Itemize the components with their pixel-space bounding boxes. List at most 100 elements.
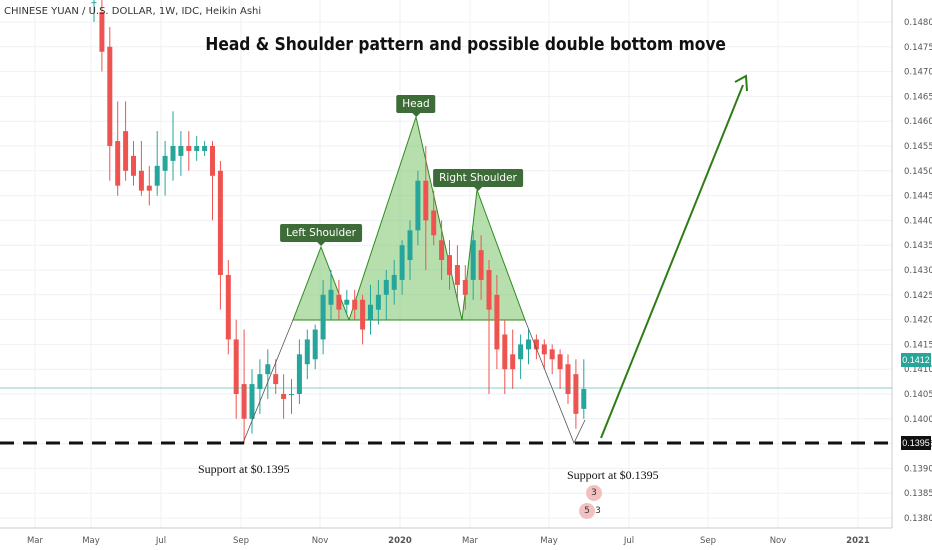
- candle-body: [225, 274, 231, 340]
- candle-body: [541, 344, 547, 355]
- dividends-event-icon[interactable]: 5: [579, 503, 595, 519]
- candle-body: [557, 354, 563, 370]
- head-triangle: [348, 115, 463, 321]
- candle-body: [360, 299, 366, 330]
- candle-body: [210, 146, 215, 176]
- y-tick-label: 0.1465: [904, 92, 932, 102]
- x-tick-label: Mar: [462, 536, 479, 546]
- x-tick-label: May: [540, 536, 558, 546]
- candle-body: [549, 349, 555, 360]
- support-label-right: Support at $0.1395: [567, 468, 659, 482]
- candle-body: [439, 240, 445, 261]
- candle-body: [415, 180, 421, 231]
- chart-title-text: Head & Shoulder pattern and possible dou…: [205, 34, 727, 55]
- candle-body: [447, 255, 452, 275]
- candle-body: [123, 131, 129, 171]
- splits-count: 3: [595, 506, 601, 516]
- candle-body: [533, 339, 539, 350]
- candle-body: [407, 230, 413, 261]
- x-tick-label: May: [82, 536, 100, 546]
- y-tick-label: 0.1400: [904, 415, 932, 425]
- splits-event-icon[interactable]: 3: [590, 503, 606, 519]
- candle-body: [91, 2, 97, 4]
- candle-body: [399, 245, 405, 280]
- y-tick-label: 0.1420: [904, 316, 932, 326]
- candle-body: [170, 146, 176, 161]
- right-support-line: [524, 319, 586, 444]
- candle-body: [526, 339, 531, 350]
- candle-body: [518, 344, 524, 360]
- candle-body: [320, 294, 326, 340]
- y-tick-label: 0.1380: [904, 514, 932, 524]
- chart-title: Head & Shoulder pattern and possible dou…: [0, 34, 932, 55]
- candle-body: [462, 279, 468, 295]
- candle-body: [494, 294, 500, 350]
- candle-body: [202, 146, 208, 151]
- x-tick-label: 2020: [388, 536, 412, 546]
- candle-body: [573, 374, 579, 414]
- left-shoulder-label: Left Shoulder: [280, 224, 362, 246]
- y-tick-label: 0.1450: [904, 167, 932, 177]
- earnings-event-icon[interactable]: 3: [586, 485, 602, 501]
- candle-body: [289, 394, 294, 395]
- y-tick-label: 0.1390: [904, 464, 932, 474]
- y-tick-label: 0.1425: [904, 291, 932, 301]
- y-tick-label: 0.1435: [904, 241, 932, 251]
- candle-body: [194, 146, 200, 151]
- candle-body: [178, 146, 184, 156]
- support-label-left: Support at $0.1395: [198, 462, 290, 476]
- candle-body: [257, 374, 263, 390]
- candle-body: [486, 270, 492, 310]
- candle-body: [304, 339, 310, 365]
- x-tick-label: 2021: [846, 536, 870, 546]
- y-tick-label: 0.1430: [904, 266, 932, 276]
- candle-body: [265, 364, 271, 375]
- candle-body: [352, 299, 358, 310]
- candle-body: [241, 384, 247, 419]
- candle-body: [328, 289, 334, 305]
- candle-body: [312, 329, 318, 360]
- y-tick-label: 0.1385: [904, 489, 932, 499]
- x-tick-label: Sep: [700, 536, 716, 546]
- candle-body: [510, 354, 516, 370]
- head-label: Head: [396, 95, 436, 117]
- candle-body: [431, 210, 437, 236]
- candle-body: [478, 250, 484, 280]
- candle-body: [217, 170, 223, 275]
- annotations: [0, 74, 892, 445]
- y-tick-label: 0.1410: [904, 365, 932, 375]
- y-tick-label: 0.1475: [904, 43, 932, 53]
- head-shoulders-pattern: [292, 115, 526, 321]
- x-tick-label: Sep: [233, 536, 249, 546]
- candle-body: [233, 339, 239, 394]
- candle-body: [502, 334, 508, 370]
- left-support-line: [242, 319, 294, 444]
- candle-body: [146, 185, 152, 191]
- symbol-info: CHINESE YUAN / U.S. DOLLAR, 1W, IDC, Hei…: [4, 6, 262, 17]
- candle-body: [581, 389, 587, 409]
- x-tick-label: Mar: [27, 536, 44, 546]
- dividends-count: 5: [584, 506, 590, 516]
- candle-body: [131, 155, 136, 176]
- candle-body: [273, 374, 279, 385]
- candle-body: [99, 12, 105, 52]
- breakout-arrow-line: [600, 84, 744, 439]
- y-tick-label: 0.1445: [904, 192, 932, 202]
- candle-body: [470, 240, 476, 280]
- candle-body: [454, 265, 460, 285]
- candle-body: [115, 141, 121, 186]
- y-tick-label: 0.1460: [904, 117, 932, 127]
- breakout-arrow-head: [734, 74, 748, 92]
- candle-body: [344, 299, 350, 305]
- support-price-badge: 0.1395: [901, 436, 931, 450]
- y-tick-label: 0.1415: [904, 340, 932, 350]
- earnings-count: 3: [591, 488, 597, 498]
- x-tick-label: Nov: [312, 536, 329, 546]
- x-tick-label: Jul: [623, 536, 634, 546]
- x-tick-label: Jul: [155, 536, 166, 546]
- y-tick-label: 0.1405: [904, 390, 932, 400]
- candle-body: [281, 394, 287, 399]
- candle-body: [138, 170, 144, 191]
